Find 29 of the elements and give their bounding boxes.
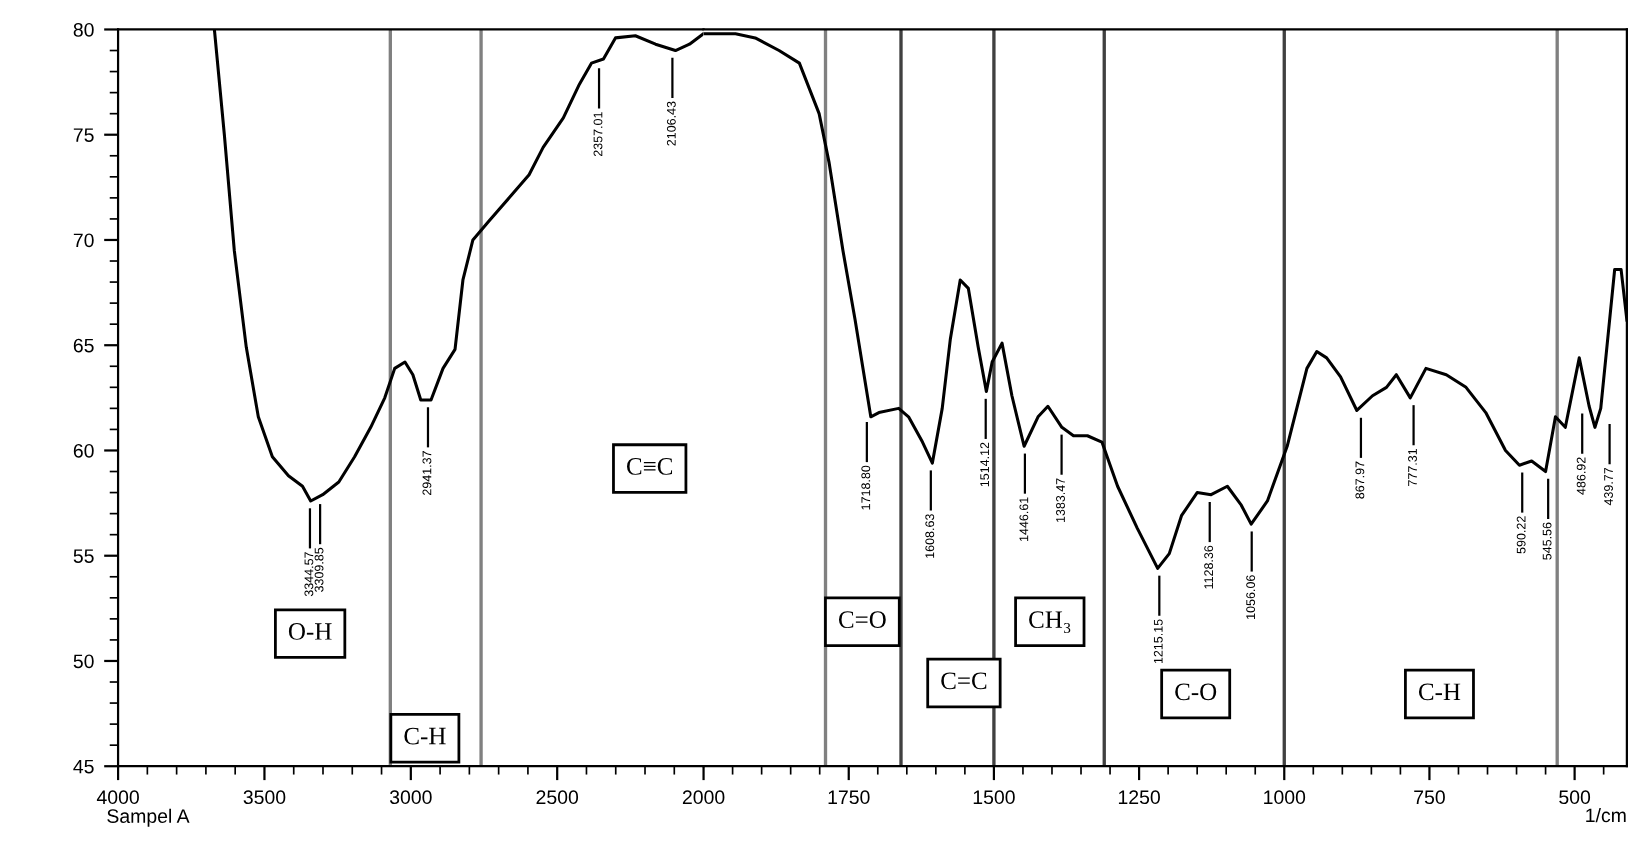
annotation: O-H [288,623,332,640]
x-tick-label: 1250 [1118,790,1160,805]
annotation: C=C [941,672,987,690]
annotation: CH₃ [1029,611,1071,633]
annotation: C=O [838,611,886,629]
x-tick-label: 750 [1414,790,1445,805]
x-tick-label: 2500 [536,790,579,805]
x-axis-title: 1/cm [1586,807,1626,823]
x-tick-label: 4000 [96,790,139,805]
y-tick-label: 75 [73,128,94,142]
y-tick-label: 80 [73,22,94,37]
x-tick-label: 2000 [682,790,725,805]
text: Sampel A [107,808,190,827]
x-tick-label: 3500 [243,790,286,805]
x-tick-label: 3000 [389,790,432,805]
annotation: C≡C [627,458,673,475]
x-tick-label: 1000 [1264,790,1306,805]
y-tick-label: 50 [73,654,94,669]
annotation: C-H [1418,683,1461,701]
y-tick-label: 55 [73,549,94,563]
x-tick-label: 1750 [828,790,870,805]
y-tick-label: 70 [73,233,94,248]
annotation: C-O [1175,683,1217,701]
x-tick-label: 1500 [973,790,1015,805]
y-tick-label: 45 [73,759,94,774]
y-tick-label: 65 [73,338,94,353]
y-tick-label: 60 [73,443,94,458]
x-tick-label: 500 [1559,790,1591,805]
annotation: C-H [404,727,446,745]
